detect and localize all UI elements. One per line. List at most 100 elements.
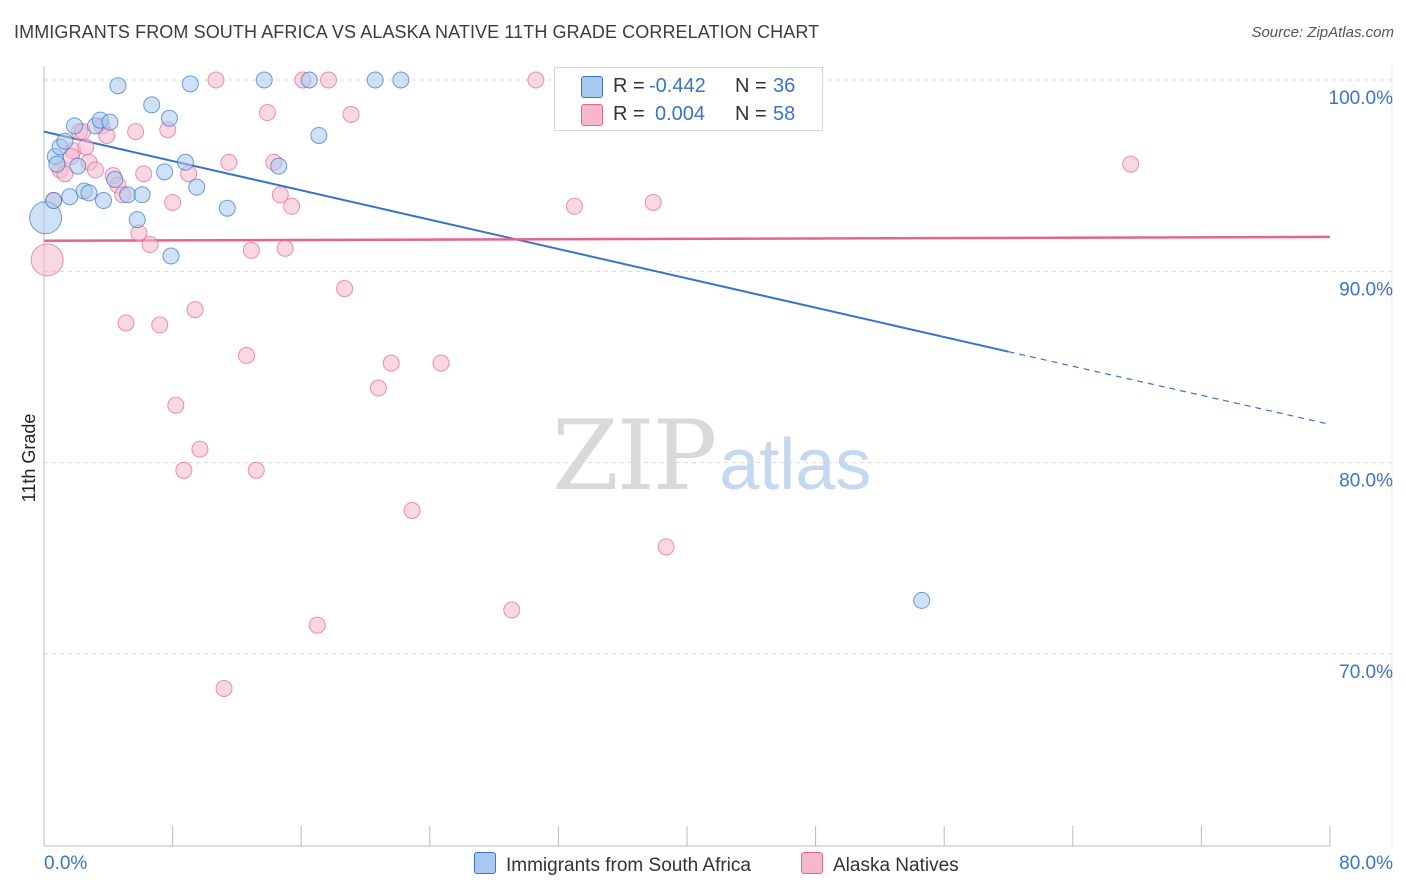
point-alaska-native [207, 71, 225, 89]
y-tick-label: 100.0% [1329, 88, 1394, 109]
point-south-africa [310, 126, 328, 144]
point-alaska-native [657, 538, 675, 556]
point-alaska-native [164, 193, 182, 211]
point-alaska-native [503, 601, 521, 619]
point-alaska-native [336, 280, 354, 298]
point-alaska-native [308, 616, 326, 634]
point-south-africa [366, 71, 384, 89]
point-alaska-native [191, 440, 209, 458]
point-south-africa [143, 96, 161, 114]
point-south-africa [255, 71, 273, 89]
legend-n-value: 36 [773, 75, 796, 97]
point-alaska-native [283, 197, 301, 215]
point-alaska-native [247, 461, 265, 479]
point-alaska-native [432, 354, 450, 372]
point-alaska-native [644, 193, 662, 211]
point-alaska-native [151, 316, 169, 334]
point-south-africa [45, 192, 63, 210]
point-south-africa [133, 186, 151, 204]
point-south-africa [109, 77, 127, 95]
legend-n-label: N = [735, 75, 767, 97]
point-alaska-native [276, 239, 294, 257]
series-legend-south-africa: Immigrants from South Africa [474, 852, 751, 877]
point-alaska-native [271, 186, 289, 204]
point-alaska-native [186, 301, 204, 319]
trend-lines [43, 130, 1331, 425]
point-alaska-native [242, 241, 260, 259]
trend-line-south-africa [43, 130, 1009, 353]
tick-labels: 100.0% 90.0% 80.0% 70.0% 0.0% 80.0% [44, 88, 1393, 874]
point-alaska-native [565, 197, 583, 215]
point-alaska-native [175, 461, 193, 479]
y-tick-label: 90.0% [1339, 279, 1393, 300]
point-south-africa [80, 184, 98, 202]
point-south-africa [94, 192, 112, 210]
series-label: Alaska Natives [833, 855, 959, 876]
point-south-africa [218, 199, 236, 217]
point-alaska-native [141, 236, 159, 254]
point-alaska-native [320, 71, 338, 89]
point-alaska-native [403, 502, 421, 519]
point-alaska-native [86, 161, 104, 179]
x-tick-label: 80.0% [1339, 853, 1393, 874]
legend-r-label: R = [613, 103, 645, 125]
point-south-africa [128, 211, 146, 229]
legend-r-value: 0.004 [655, 103, 706, 125]
point-alaska-native [238, 347, 256, 365]
point-south-africa [160, 109, 178, 127]
point-south-africa [270, 157, 288, 175]
series-label: Immigrants from South Africa [506, 855, 751, 876]
legend-swatch-blue [581, 76, 603, 98]
legend-r-value: -0.442 [649, 75, 706, 97]
series-swatch-pink [801, 852, 823, 874]
point-alaska-native [258, 104, 276, 122]
point-alaska-native [215, 679, 233, 697]
point-south-africa [162, 247, 180, 265]
point-south-africa [56, 132, 74, 150]
axes [43, 66, 1331, 847]
point-south-africa [61, 188, 79, 206]
point-south-africa [188, 178, 206, 196]
source-label: Source: ZipAtlas.com [1251, 24, 1394, 41]
point-alaska-native [382, 354, 400, 372]
point-alaska-native [30, 243, 64, 277]
point-south-africa [101, 113, 119, 131]
grid-lines [44, 66, 1393, 846]
point-south-africa [392, 71, 410, 89]
point-alaska-native [342, 105, 360, 123]
point-south-africa [66, 117, 84, 135]
point-south-africa [913, 591, 931, 609]
correlation-legend: R = -0.442 N = 36 R = 0.004 N = 58 [554, 67, 823, 131]
point-alaska-native [127, 123, 145, 141]
y-tick-label: 70.0% [1339, 662, 1393, 683]
chart-title: IMMIGRANTS FROM SOUTH AFRICA VS ALASKA N… [14, 22, 820, 42]
legend-n-value: 58 [773, 103, 796, 125]
point-alaska-native [117, 314, 135, 332]
point-alaska-native [135, 165, 153, 183]
point-alaska-native [369, 379, 387, 397]
legend-r-label: R = [613, 75, 645, 97]
series-swatch-blue [474, 852, 496, 874]
trend-line-alaska-native [43, 235, 1331, 242]
y-tick-label: 80.0% [1339, 471, 1393, 492]
point-south-africa [156, 163, 174, 181]
x-tick-label: 0.0% [44, 853, 87, 874]
point-south-africa [300, 71, 318, 89]
trend-line-south-africa-extension [1008, 351, 1331, 425]
point-alaska-native [527, 71, 545, 89]
point-south-africa [106, 170, 124, 188]
point-south-africa [69, 157, 87, 175]
point-alaska-native [167, 396, 185, 414]
point-alaska-native [1122, 155, 1140, 173]
data-points [29, 71, 1140, 697]
point-south-africa [119, 186, 137, 204]
point-alaska-native [77, 138, 95, 156]
legend-swatch-pink [581, 104, 603, 126]
point-south-africa [176, 153, 194, 171]
legend-n-label: N = [735, 103, 767, 125]
y-axis-title: 11th Grade [19, 414, 39, 503]
point-south-africa [181, 75, 199, 93]
point-alaska-native [220, 153, 238, 171]
series-legend-alaska: Alaska Natives [801, 852, 959, 877]
